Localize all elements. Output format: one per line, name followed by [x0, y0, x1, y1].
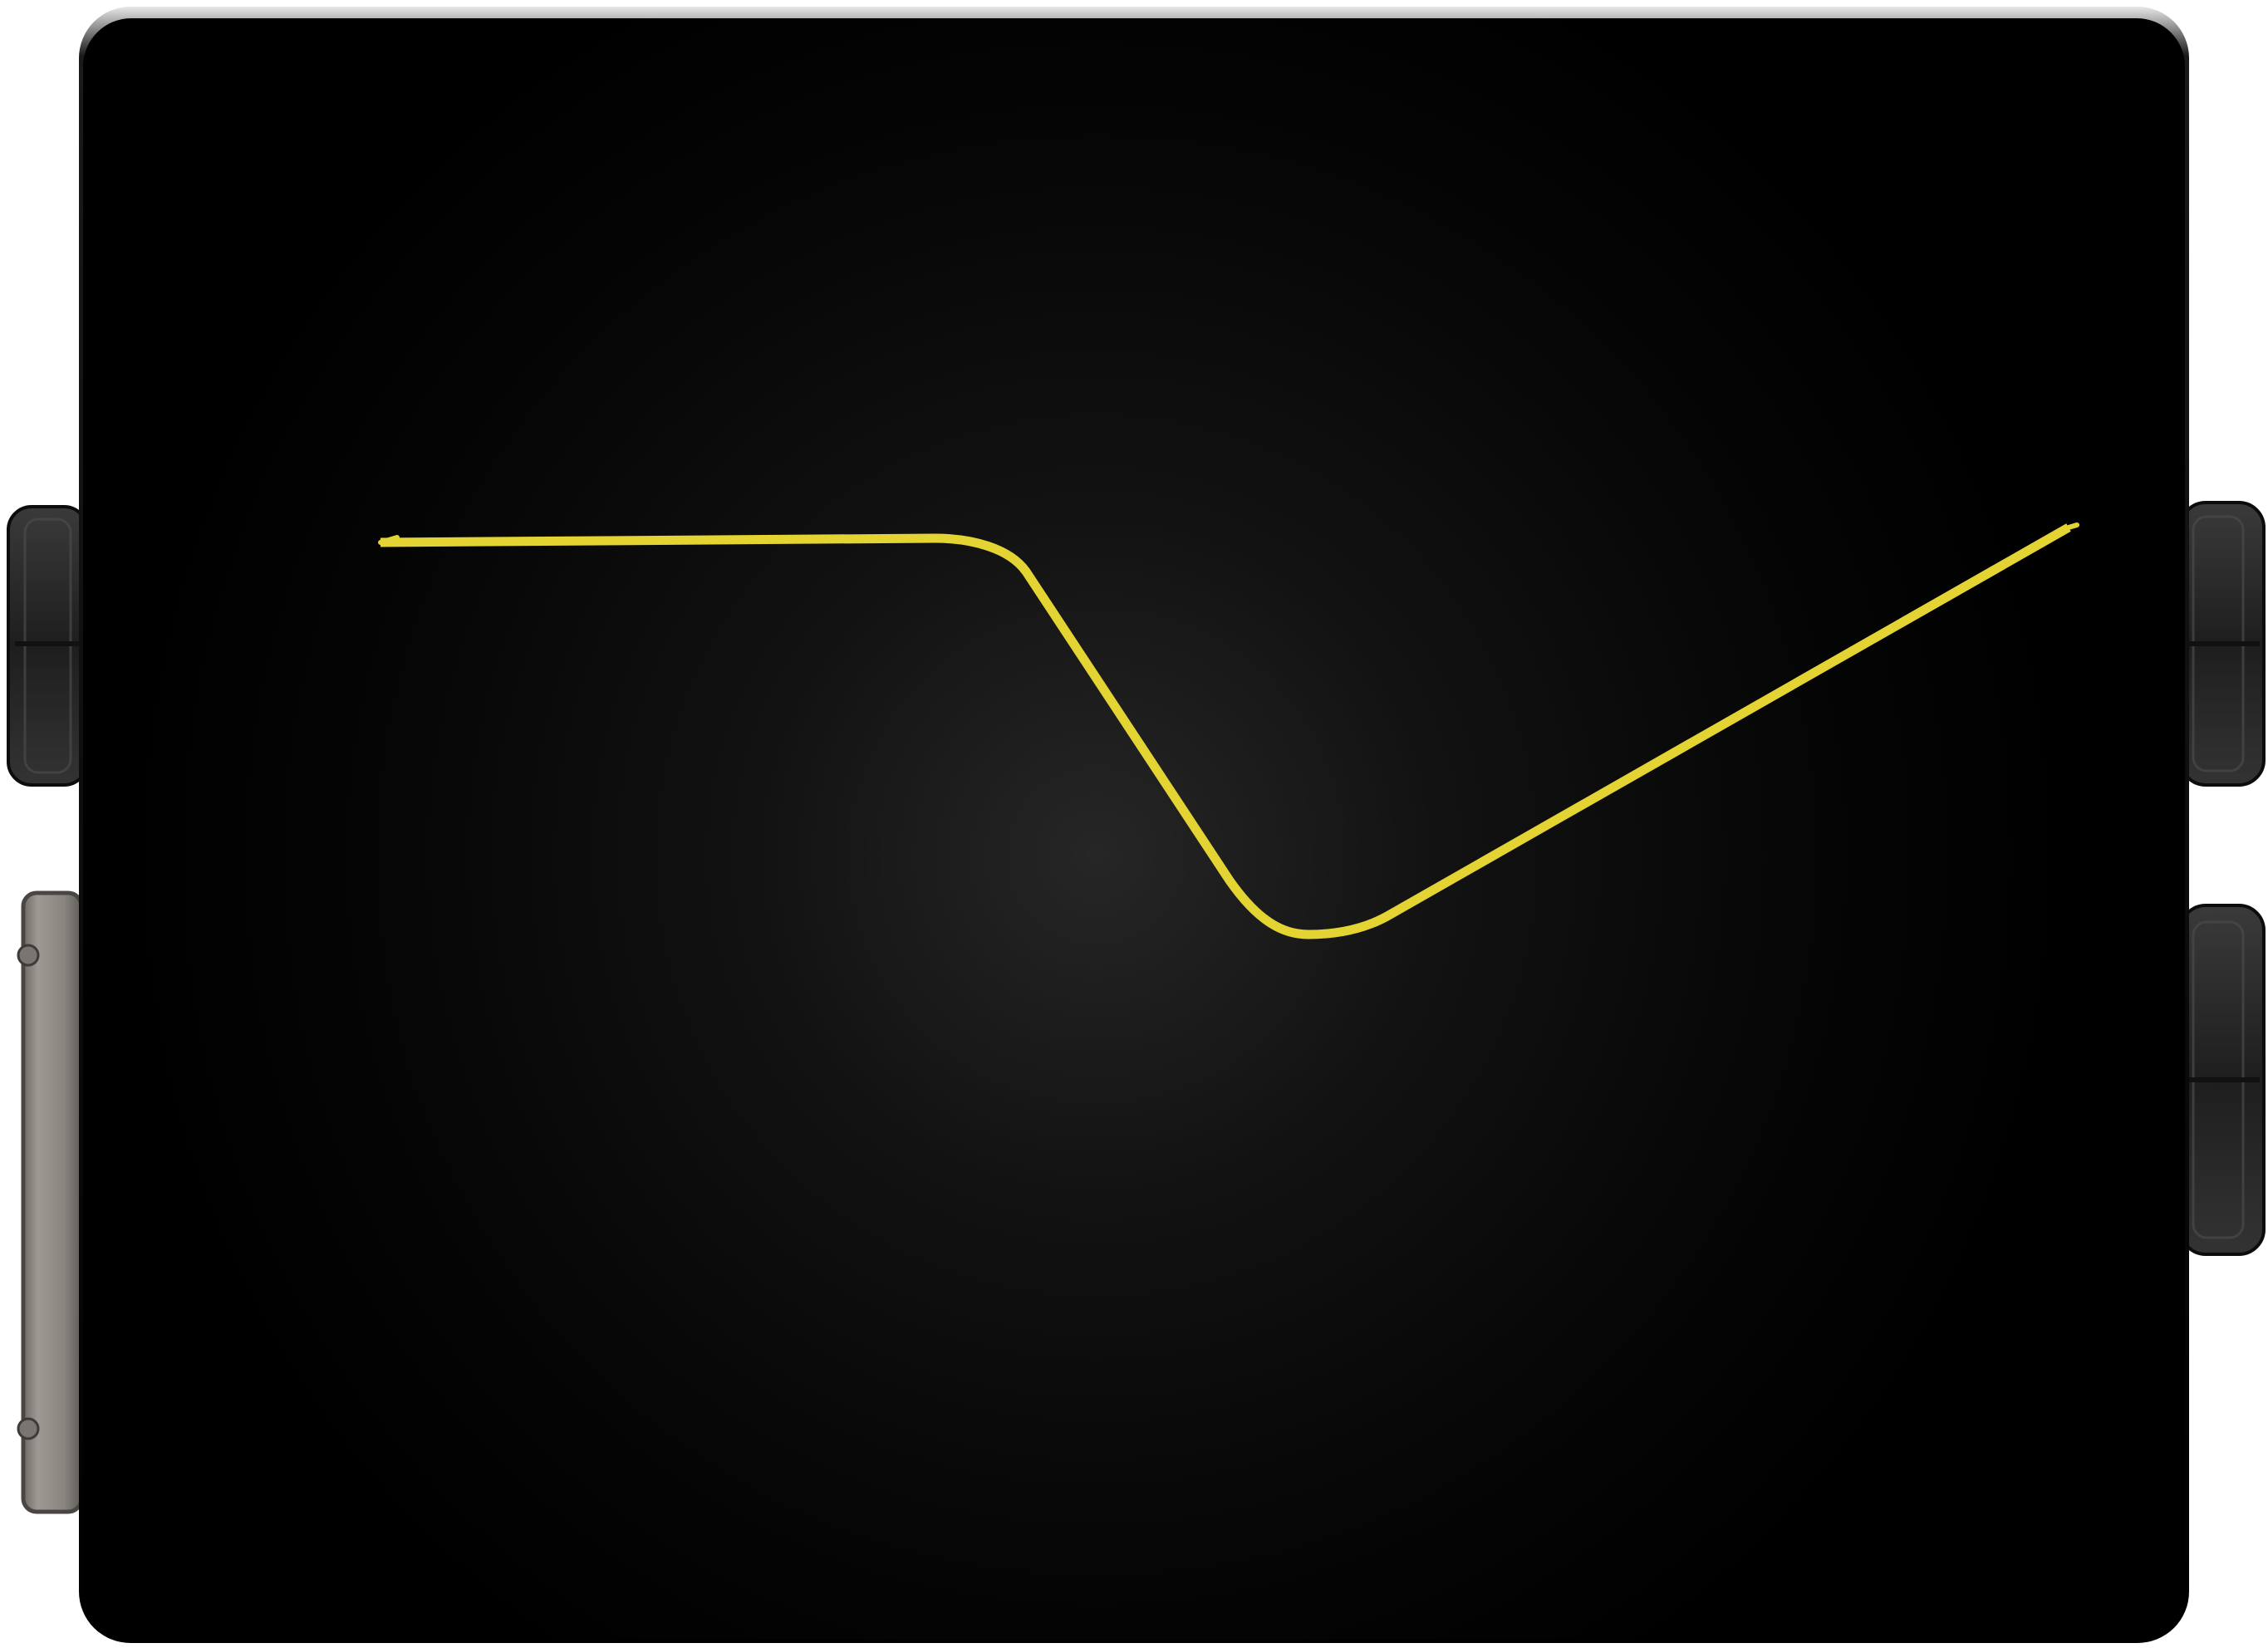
- enclosure: [79, 7, 2189, 1643]
- right-jack-nut-bottom: [2179, 904, 2266, 1256]
- right-jack-nut-top: [2179, 501, 2266, 787]
- left-jack-nut: [7, 505, 89, 787]
- response-curve-trace: [380, 523, 2071, 939]
- left-base-plate: [17, 890, 84, 1514]
